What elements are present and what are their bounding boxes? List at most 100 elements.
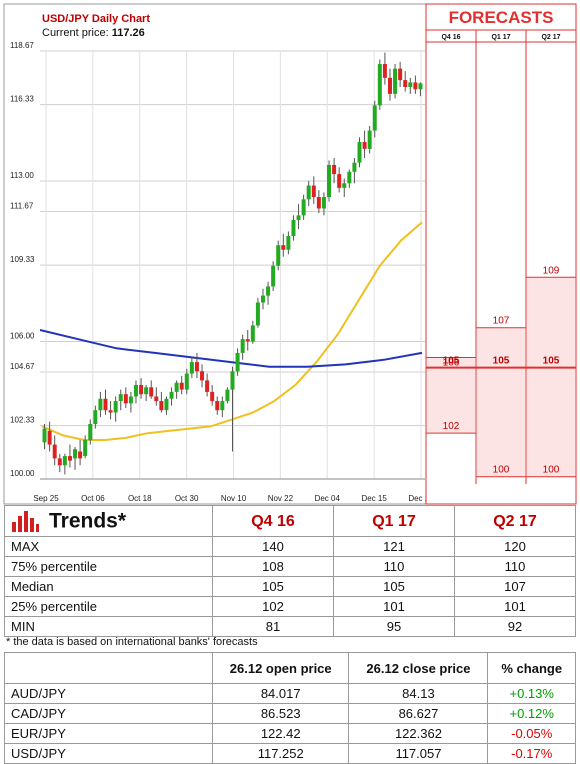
forecast-title: FORECASTS — [449, 8, 554, 27]
cell: 120 — [454, 536, 576, 557]
trends-col-q1: Q1 17 — [333, 505, 455, 537]
cell: 140 — [212, 536, 334, 557]
close-price: 86.627 — [348, 703, 489, 724]
candle-body — [266, 286, 271, 296]
candle-body — [342, 183, 347, 188]
y-tick-label: 100.00 — [10, 469, 35, 478]
candle-body — [139, 385, 144, 395]
cell: 101 — [333, 596, 455, 617]
price-row-audjpy: AUD/JPY 84.017 84.13 +0.13% — [4, 683, 576, 704]
pct-change: -0.05% — [487, 723, 576, 744]
candle-body — [245, 339, 250, 342]
candle-body — [103, 398, 108, 411]
price-row-cadjpy: CAD/JPY 86.523 86.627 +0.12% — [4, 703, 576, 724]
candle-body — [327, 164, 332, 198]
candle-body — [169, 391, 174, 399]
candle-body — [332, 164, 337, 175]
x-tick-label: Oct 18 — [128, 494, 152, 503]
forecast-median-label: 105 — [443, 356, 460, 367]
candle-body — [52, 444, 57, 459]
candle-body — [189, 362, 194, 374]
trends-header: Trends* — [4, 505, 213, 537]
cell: 108 — [212, 556, 334, 577]
candle-body — [291, 219, 296, 237]
trends-col-q2: Q2 17 — [454, 505, 576, 537]
cell: 110 — [454, 556, 576, 577]
candle-body — [281, 245, 286, 250]
candle-body — [108, 410, 113, 413]
trends-title: Trends* — [49, 509, 127, 533]
y-tick-label: 116.33 — [10, 95, 34, 104]
forecast-lower-label: 100 — [543, 465, 560, 476]
candle-body — [113, 401, 118, 413]
forecast-quarter-label: Q1 17 — [491, 34, 510, 41]
forecast-median-label: 105 — [493, 356, 510, 367]
prices-table: 26.12 open price 26.12 close price % cha… — [4, 652, 576, 764]
current-price: Current price: 117.26 — [42, 27, 145, 39]
candle-body — [123, 394, 128, 404]
cell: 102 — [212, 596, 334, 617]
trends-footnote: * the data is based on international ban… — [6, 636, 258, 648]
cell: 92 — [454, 616, 576, 637]
forecast-quarter-label: Q4 16 — [441, 34, 460, 41]
pair-label: AUD/JPY — [4, 683, 213, 704]
y-tick-label: 118.67 — [10, 41, 34, 50]
cell: 105 — [212, 576, 334, 597]
candle-body — [47, 430, 52, 445]
cell: 107 — [454, 576, 576, 597]
candle-body — [225, 389, 230, 402]
open-price: 84.017 — [211, 683, 350, 704]
candle-body — [387, 77, 392, 94]
candle-body — [362, 142, 367, 149]
y-tick-label: 111.67 — [10, 201, 34, 210]
candle-body — [393, 68, 398, 94]
candle-body — [235, 352, 240, 372]
moving-average-blue — [39, 329, 423, 368]
pair-label: EUR/JPY — [4, 723, 213, 744]
forecast-range-band — [427, 357, 475, 434]
candle-body — [418, 83, 423, 90]
candle-body — [154, 396, 159, 402]
x-tick-label: Dec 27 — [408, 494, 434, 503]
row-label: 75% percentile — [4, 556, 213, 577]
prices-col-close: 26.12 close price — [348, 652, 489, 684]
candle-body — [88, 423, 93, 441]
row-label: Median — [4, 576, 213, 597]
cell: 105 — [333, 576, 455, 597]
candle-body — [98, 398, 103, 411]
candle-body — [372, 105, 377, 131]
pct-change: -0.17% — [487, 743, 576, 764]
forecast-upper-label: 109 — [543, 265, 560, 276]
y-tick-label: 106.00 — [10, 331, 35, 340]
chart-title: USD/JPY Daily Chart — [42, 13, 150, 25]
candle-body — [179, 382, 184, 390]
candle-body — [367, 130, 372, 149]
prices-corner — [4, 652, 213, 684]
candle-body — [230, 371, 235, 390]
candle-body — [403, 80, 408, 87]
candle-body — [357, 142, 362, 163]
pair-label: USD/JPY — [4, 743, 213, 764]
forecast-upper-label: 106 — [443, 358, 460, 369]
candle-body — [316, 197, 321, 209]
prices-col-change: % change — [487, 652, 576, 684]
candle-body — [215, 401, 220, 411]
candle-body — [398, 68, 403, 81]
candle-body — [62, 456, 67, 466]
candle-body — [271, 265, 276, 287]
forecast-range-band — [477, 327, 525, 477]
candle-body — [200, 371, 205, 381]
candle-body — [149, 387, 154, 397]
pct-change: +0.13% — [487, 683, 576, 704]
close-price: 117.057 — [348, 743, 489, 764]
candle-body — [250, 325, 255, 342]
x-tick-label: Sep 25 — [33, 494, 59, 503]
candle-body — [93, 410, 98, 424]
x-tick-label: Oct 06 — [81, 494, 105, 503]
trends-row-25: 25% percentile 102 101 101 — [4, 596, 576, 617]
candle-body — [321, 197, 326, 209]
pct-change: +0.12% — [487, 703, 576, 724]
cell: 81 — [212, 616, 334, 637]
prices-col-open: 26.12 open price — [211, 652, 350, 684]
trends-row-median: Median 105 105 107 — [4, 576, 576, 597]
